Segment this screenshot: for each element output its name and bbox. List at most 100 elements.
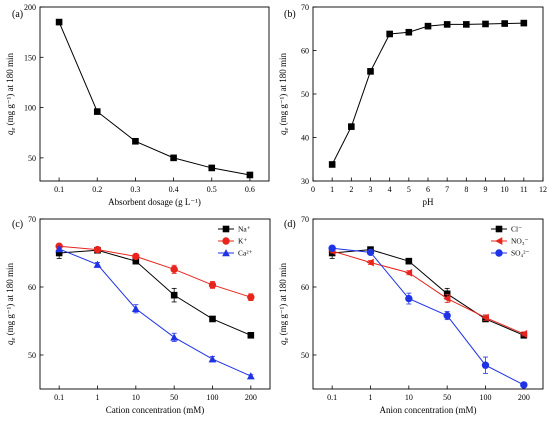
x-tick-label: 2 — [349, 185, 353, 194]
data-point — [481, 313, 489, 322]
x-tick-label: 8 — [464, 185, 468, 194]
data-point — [366, 248, 375, 257]
x-tick-label: 3 — [369, 185, 373, 194]
data-point — [405, 294, 413, 303]
data-point — [443, 294, 451, 303]
plot-frame — [312, 6, 544, 182]
y-tick-label: 70 — [301, 3, 309, 12]
data-point — [404, 268, 413, 277]
y-tick-label: 70 — [301, 215, 309, 224]
data-point — [482, 20, 489, 28]
series-line — [58, 248, 252, 377]
data-point — [93, 260, 102, 268]
series-line — [331, 22, 524, 165]
y-tick-label: 70 — [28, 215, 36, 224]
chart-panel: 0.1 0.2 0.3 0.4 0.5 0.6 50 100 150 200 Absorbent d… — [5, 3, 270, 207]
data-point — [520, 381, 528, 389]
data-point — [386, 30, 393, 38]
series-line — [332, 247, 525, 386]
data-point — [366, 258, 374, 267]
data-point — [481, 361, 490, 369]
y-tick-label: 150 — [24, 53, 36, 62]
x-tick-label: 0.2 — [92, 185, 102, 194]
chart-panel: 0.1 1 10 50 100 200 50 60 70 Anion concentration … — [278, 215, 544, 415]
data-point — [247, 331, 255, 339]
data-point — [443, 21, 451, 28]
plot-frame — [312, 218, 544, 390]
data-point — [348, 123, 355, 130]
data-point — [367, 68, 374, 75]
x-tick-label: 50 — [170, 393, 178, 402]
x-tick-label: 0.1 — [327, 393, 337, 402]
y-tick-label: 50 — [28, 154, 36, 163]
legend-label: K⁺ — [238, 237, 247, 246]
data-point — [443, 290, 451, 298]
y-axis-label: qe (mg g⁻¹) at 180 min — [5, 52, 17, 135]
data-point — [132, 257, 140, 265]
y-tick-label: 100 — [24, 104, 36, 113]
x-tick-label: 10 — [132, 393, 140, 402]
data-point — [246, 171, 254, 179]
x-tick-label: 0 — [311, 185, 315, 194]
data-point — [424, 22, 432, 30]
x-tick-label: 0.1 — [54, 393, 64, 402]
y-axis-label: qe (mg g⁻¹) at 180 min — [278, 52, 290, 135]
data-point — [208, 164, 216, 172]
series-line — [59, 245, 251, 298]
data-point — [405, 28, 413, 36]
legend-marker — [495, 237, 503, 245]
panel-label: (c) — [12, 219, 23, 230]
x-axis-label: Cation concentration (mM) — [106, 405, 204, 415]
y-tick-label: 50 — [301, 351, 309, 360]
data-point — [170, 333, 179, 341]
x-tick-label: 12 — [539, 185, 547, 194]
data-point — [208, 281, 217, 289]
data-point — [93, 108, 101, 115]
legend-marker — [495, 225, 503, 233]
x-tick-label: 1 — [369, 393, 373, 402]
x-axis-label: Absorbent dosage (g L⁻¹) — [108, 197, 201, 207]
y-tick-label: 50 — [28, 351, 36, 360]
x-tick-label: 0.5 — [207, 185, 217, 194]
series-line — [332, 250, 525, 335]
legend-label: Cl⁻ — [511, 225, 522, 234]
x-tick-label: 10 — [501, 185, 509, 194]
panel-label: (d) — [284, 219, 296, 230]
legend-marker — [222, 249, 230, 257]
data-point — [93, 245, 102, 254]
x-tick-label: 4 — [388, 185, 392, 194]
series-line — [58, 21, 251, 176]
data-point — [208, 355, 217, 363]
x-tick-label: 0.3 — [130, 185, 140, 194]
series-line — [59, 249, 252, 336]
legend-label: Na⁺ — [238, 225, 251, 234]
x-tick-label: 10 — [405, 393, 413, 402]
data-point — [170, 291, 178, 299]
x-tick-label: 200 — [245, 393, 257, 402]
x-tick-label: 9 — [484, 185, 488, 194]
y-tick-label: 40 — [301, 134, 309, 143]
x-axis-label: Anion concentration (mM) — [380, 405, 477, 415]
data-point — [520, 19, 528, 27]
chart-panel: 0.1 1 10 50 100 200 50 60 70 Cation concentration… — [5, 215, 271, 415]
panel-label: (b) — [284, 9, 296, 20]
x-tick-label: 50 — [443, 393, 451, 402]
plot-frame — [39, 218, 271, 390]
data-point — [132, 252, 140, 261]
data-point — [246, 372, 255, 380]
data-point — [55, 18, 63, 26]
x-tick-label: 0.6 — [245, 185, 255, 194]
x-tick-label: 5 — [407, 185, 411, 194]
data-point — [247, 293, 255, 301]
data-point — [443, 311, 451, 320]
data-point — [519, 330, 528, 338]
data-point — [170, 154, 177, 162]
legend-label: SO₄²⁻ — [511, 249, 529, 258]
legend-marker — [495, 249, 503, 257]
plot-frame — [39, 6, 270, 182]
legend-marker — [222, 237, 230, 245]
panel-label: (a) — [12, 9, 23, 20]
legend-label: NO₃⁻ — [511, 237, 528, 246]
